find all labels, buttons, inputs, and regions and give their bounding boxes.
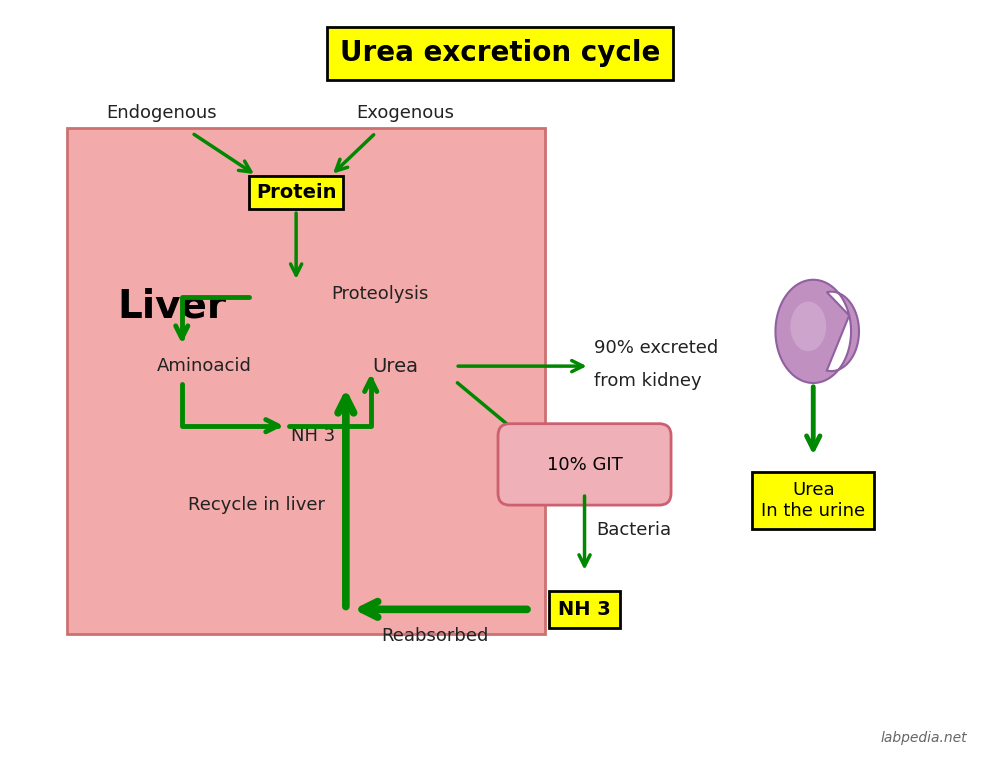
Text: Proteolysis: Proteolysis <box>331 285 428 303</box>
Text: Urea: Urea <box>373 357 419 375</box>
Text: Protein: Protein <box>256 183 336 202</box>
FancyBboxPatch shape <box>67 128 545 634</box>
Text: Aminoacid: Aminoacid <box>157 357 252 375</box>
Polygon shape <box>790 302 826 352</box>
FancyBboxPatch shape <box>498 424 671 505</box>
Text: Bacteria: Bacteria <box>596 521 672 539</box>
Text: Reabsorbed: Reabsorbed <box>382 627 489 645</box>
Text: Endogenous: Endogenous <box>107 104 217 122</box>
Text: 90% excreted: 90% excreted <box>594 339 719 357</box>
Text: from kidney: from kidney <box>594 372 702 390</box>
Text: NH 3: NH 3 <box>558 600 611 619</box>
Text: Exogenous: Exogenous <box>357 104 455 122</box>
Text: Liver: Liver <box>117 287 226 326</box>
Polygon shape <box>775 280 859 383</box>
Text: Urea
In the urine: Urea In the urine <box>761 481 865 519</box>
Text: NH 3: NH 3 <box>291 427 335 444</box>
Text: 10% GIT: 10% GIT <box>547 457 622 474</box>
Text: Recycle in liver: Recycle in liver <box>188 496 325 514</box>
Text: labpedia.net: labpedia.net <box>881 732 967 745</box>
Text: Urea excretion cycle: Urea excretion cycle <box>340 39 660 67</box>
